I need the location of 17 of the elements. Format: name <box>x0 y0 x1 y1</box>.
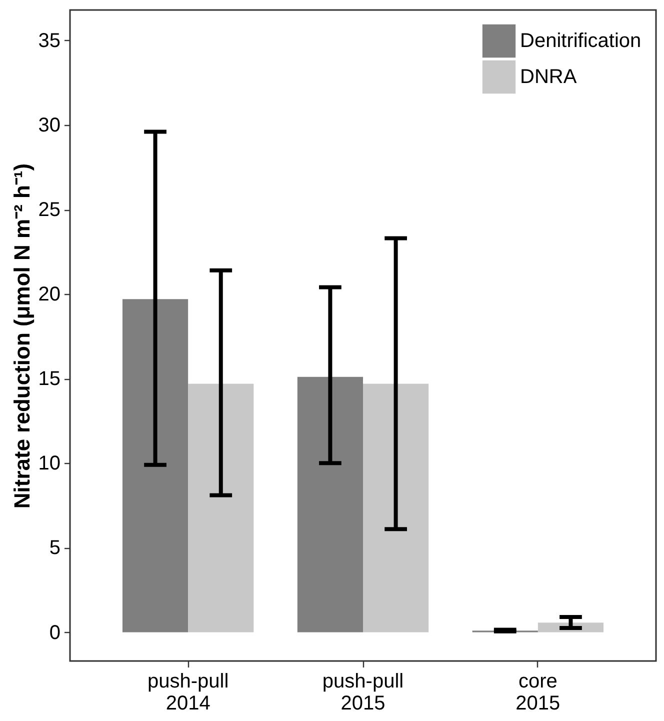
x-tick-label: core 2015 <box>516 670 560 714</box>
y-tick-label: 0 <box>49 622 60 644</box>
y-tick-label: 15 <box>38 368 60 390</box>
bar <box>122 299 188 632</box>
x-tick-label: push-pull 2014 <box>147 670 229 714</box>
y-tick-label: 5 <box>49 537 60 560</box>
bar <box>297 376 363 632</box>
y-tick-label: 35 <box>38 30 60 52</box>
y-axis-title: Nitrate reduction (μmol N m⁻² h⁻¹) <box>9 163 34 509</box>
bar <box>188 384 254 632</box>
x-tick-label: push-pull 2015 <box>322 670 404 714</box>
y-tick-label: 20 <box>38 284 60 306</box>
y-tick-label: 30 <box>38 114 60 136</box>
legend-label: DNRA <box>520 66 578 88</box>
y-tick-label: 10 <box>38 452 60 475</box>
legend-label: Denitrification <box>520 30 642 52</box>
y-tick-label: 25 <box>38 199 60 222</box>
